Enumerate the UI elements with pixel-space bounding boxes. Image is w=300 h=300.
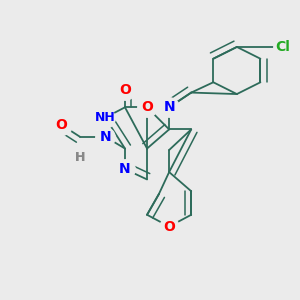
Text: O: O [56, 118, 68, 132]
Text: NH: NH [95, 111, 116, 124]
Text: H: H [75, 151, 85, 164]
Text: O: O [163, 220, 175, 234]
Text: Cl: Cl [275, 40, 290, 54]
Text: H: H [75, 151, 85, 164]
Text: N: N [119, 162, 131, 176]
Text: O: O [119, 82, 131, 97]
Text: N: N [99, 130, 111, 144]
Text: O: O [141, 100, 153, 114]
Text: N: N [163, 100, 175, 114]
